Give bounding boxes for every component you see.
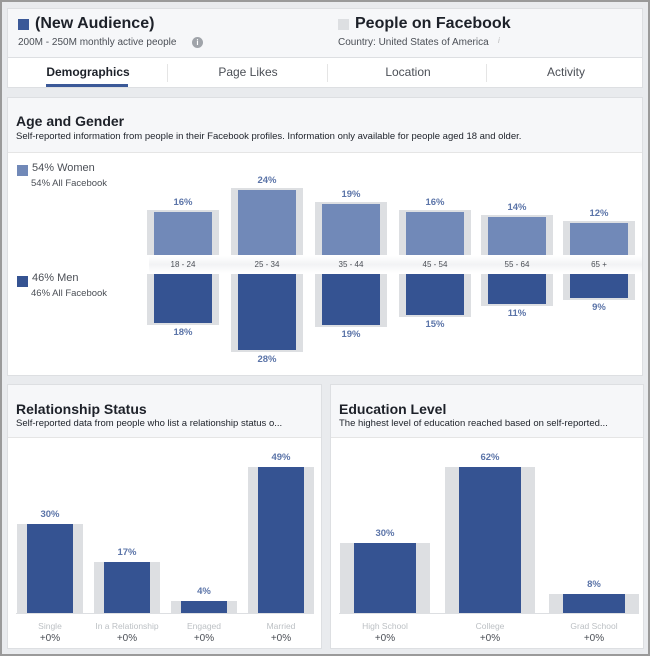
audience-bar xyxy=(27,523,73,613)
bar-value-label: 62% xyxy=(480,452,500,464)
men-value-label: 18% xyxy=(173,326,193,338)
education-card: Education Level The highest level of edu… xyxy=(330,384,644,649)
relationship-header: Relationship Status Self-reported data f… xyxy=(8,385,321,438)
audience-size: 200M - 250M monthly active people xyxy=(18,37,177,48)
women-bar xyxy=(154,211,212,255)
section-title: Education Level xyxy=(339,401,447,417)
change-label: +0% xyxy=(116,633,138,644)
age-tick-label: 35 - 44 xyxy=(338,260,364,269)
women-bar xyxy=(406,211,464,255)
tab-divider xyxy=(486,64,487,82)
change-label: +0% xyxy=(583,633,605,644)
baseline-color-swatch xyxy=(338,19,349,30)
women-value-label: 14% xyxy=(507,202,527,214)
section-title: Relationship Status xyxy=(16,401,147,417)
men-value-label: 15% xyxy=(425,318,445,330)
bar-value-label: 17% xyxy=(117,547,137,559)
tab-divider xyxy=(327,64,328,82)
category-label: Single xyxy=(38,621,62,631)
audience-bar xyxy=(459,467,521,613)
men-value-label: 11% xyxy=(507,307,527,319)
change-label: +0% xyxy=(374,633,396,644)
women-bar xyxy=(238,190,296,255)
audience-bar xyxy=(354,542,416,613)
chart-baseline xyxy=(16,613,314,614)
category-label: High School xyxy=(362,621,408,631)
age-tick-label: 25 - 34 xyxy=(254,260,280,269)
age-tick-label: 18 - 24 xyxy=(170,260,196,269)
women-value-label: 16% xyxy=(173,196,193,208)
info-icon[interactable]: i xyxy=(498,36,500,45)
chart-baseline xyxy=(339,613,639,614)
men-value-label: 9% xyxy=(592,302,606,314)
audience-bar xyxy=(104,562,150,613)
men-legend-label: 46% Men xyxy=(32,272,79,284)
tab-activity[interactable]: Activity xyxy=(546,65,585,79)
change-label: +0% xyxy=(270,633,292,644)
bar-value-label: 30% xyxy=(375,527,395,539)
women-legend-swatch xyxy=(17,165,28,176)
tab-page-likes[interactable]: Page Likes xyxy=(218,65,278,79)
men-value-label: 19% xyxy=(341,329,361,341)
category-label: Grad School xyxy=(570,621,618,631)
change-label: +0% xyxy=(39,633,61,644)
men-baseline: 46% All Facebook xyxy=(31,288,108,299)
active-tab-indicator xyxy=(46,84,128,87)
relationship-card: Relationship Status Self-reported data f… xyxy=(7,384,322,649)
baseline-title: People on Facebook xyxy=(355,15,511,32)
change-label: +0% xyxy=(193,633,215,644)
education-header: Education Level The highest level of edu… xyxy=(331,385,643,438)
women-value-label: 16% xyxy=(425,196,445,208)
tab-location[interactable]: Location xyxy=(385,65,431,79)
women-bar xyxy=(488,217,546,255)
age-gender-card: Age and Gender Self-reported information… xyxy=(7,97,643,376)
change-label: +0% xyxy=(479,633,501,644)
bar-value-label: 30% xyxy=(40,508,60,520)
women-bar xyxy=(322,203,380,255)
category-label: In a Relationship xyxy=(95,621,159,631)
age-tick-label: 55 - 64 xyxy=(504,260,530,269)
bar-value-label: 8% xyxy=(587,579,601,591)
women-value-label: 12% xyxy=(589,207,609,219)
bar-value-label: 4% xyxy=(197,586,211,598)
women-baseline: 54% All Facebook xyxy=(31,178,108,189)
audience-bar xyxy=(181,601,227,613)
bar-value-label: 49% xyxy=(271,451,291,463)
audience-color-swatch xyxy=(18,19,29,30)
section-subtitle: The highest level of education reached b… xyxy=(339,418,608,429)
men-bar xyxy=(488,274,546,304)
category-label: College xyxy=(475,621,505,631)
men-bar xyxy=(570,274,628,299)
audience-title: (New Audience) xyxy=(35,15,155,32)
age-gender-header: Age and Gender Self-reported information… xyxy=(8,98,642,153)
tab-demographics[interactable]: Demographics xyxy=(8,58,168,89)
audience-header: (New Audience) 200M - 250M monthly activ… xyxy=(7,8,643,58)
women-value-label: 19% xyxy=(341,188,361,200)
women-legend-label: 54% Women xyxy=(32,162,95,174)
men-value-label: 28% xyxy=(257,353,277,365)
women-value-label: 24% xyxy=(257,175,277,187)
category-label: Engaged xyxy=(186,621,222,631)
section-title: Age and Gender xyxy=(16,113,125,129)
men-bar xyxy=(238,274,296,350)
tab-bar: Demographics Page Likes Location Activit… xyxy=(7,57,643,88)
men-bar xyxy=(406,274,464,315)
age-tick-label: 65 + xyxy=(591,260,607,269)
section-subtitle: Self-reported information from people in… xyxy=(16,131,522,142)
age-tick-label: 45 - 54 xyxy=(422,260,448,269)
audience-bar xyxy=(258,466,304,613)
info-icon[interactable]: i xyxy=(192,37,203,48)
age-axis-band xyxy=(149,256,642,273)
audience-bar xyxy=(563,594,625,613)
men-legend-swatch xyxy=(17,276,28,287)
category-label: Married xyxy=(266,621,296,631)
baseline-country: Country: United States of America xyxy=(338,37,489,48)
section-subtitle: Self-reported data from people who list … xyxy=(16,418,283,429)
tab-divider xyxy=(167,64,168,82)
women-bar xyxy=(570,222,628,255)
men-bar xyxy=(154,274,212,323)
men-bar xyxy=(322,274,380,326)
